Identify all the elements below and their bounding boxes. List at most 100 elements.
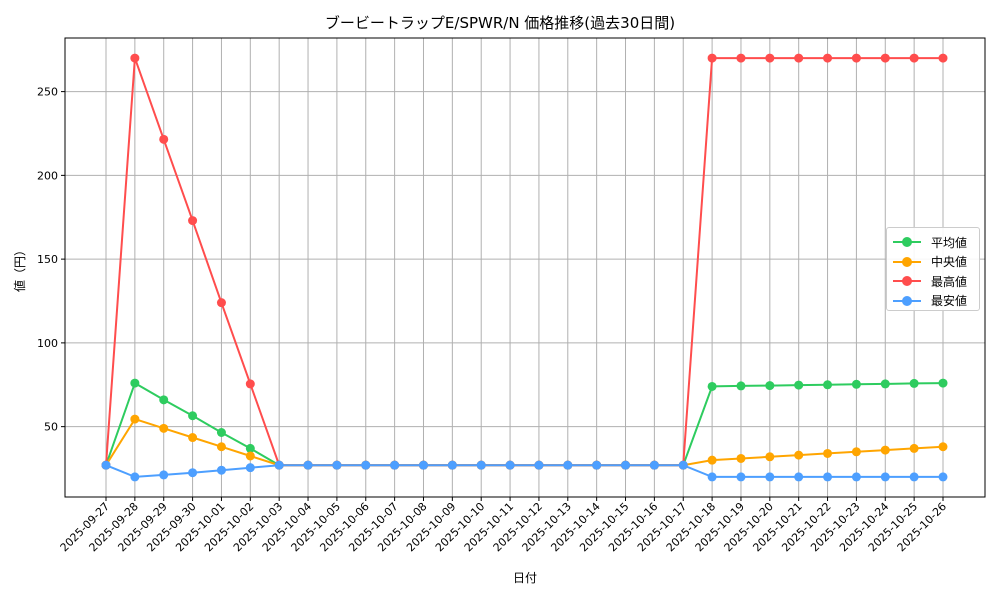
data-point-marker: [823, 380, 833, 390]
data-point-marker: [649, 460, 659, 470]
data-point-marker: [938, 472, 948, 482]
data-point-marker: [880, 472, 890, 482]
series-line: [105, 381, 944, 467]
data-point-marker: [216, 442, 226, 452]
data-point-marker: [130, 378, 140, 388]
data-point-marker: [765, 381, 775, 391]
legend-label: 最安値: [931, 294, 968, 308]
series-0: [101, 378, 948, 470]
data-point-marker: [938, 53, 948, 63]
data-point-marker: [245, 463, 255, 473]
data-point-marker: [823, 472, 833, 482]
data-point-marker: [736, 53, 746, 63]
data-point-marker: [736, 453, 746, 463]
data-point-marker: [418, 460, 428, 470]
legend-dot-icon: [902, 256, 912, 267]
data-point-marker: [938, 442, 948, 452]
data-point-marker: [188, 411, 198, 421]
data-point-marker: [130, 53, 140, 63]
data-point-marker: [823, 448, 833, 458]
data-point-marker: [823, 53, 833, 63]
data-point-marker: [216, 298, 226, 308]
x-axis-ticks: 2025-09-272025-09-282025-09-292025-09-30…: [58, 497, 949, 554]
legend-line-marker-icon: [893, 295, 921, 306]
data-point-marker: [880, 445, 890, 455]
data-point-marker: [880, 379, 890, 389]
data-point-marker: [361, 460, 371, 470]
data-point-marker: [188, 216, 198, 226]
data-point-marker: [736, 381, 746, 391]
data-point-marker: [390, 460, 400, 470]
x-axis-label: 日付: [513, 571, 537, 585]
data-point-marker: [909, 472, 919, 482]
data-point-marker: [765, 452, 775, 462]
y-axis-label: 値（円）: [12, 244, 27, 292]
data-point-marker: [130, 472, 140, 482]
data-point-marker: [736, 472, 746, 482]
legend-item: 最高値: [893, 271, 967, 291]
series-3: [101, 460, 948, 482]
series-line: [105, 417, 944, 467]
series-2: [101, 53, 948, 470]
data-point-marker: [794, 450, 804, 460]
data-point-marker: [707, 381, 717, 391]
legend-line-marker-icon: [893, 237, 921, 247]
legend: 平均値中央値最高値最安値: [886, 227, 980, 311]
legend-dot-icon: [902, 276, 912, 286]
data-point-marker: [245, 379, 255, 389]
data-series: [101, 53, 948, 482]
data-point-marker: [332, 460, 342, 470]
data-point-marker: [563, 460, 573, 470]
series-1: [101, 414, 948, 470]
grid-lines: [65, 38, 985, 497]
y-tick-label: 200: [37, 169, 58, 182]
legend-dot-icon: [902, 295, 912, 306]
data-point-marker: [159, 134, 169, 144]
data-point-marker: [188, 468, 198, 478]
data-point-marker: [621, 460, 631, 470]
legend-label: 最高値: [931, 274, 968, 289]
data-point-marker: [159, 395, 169, 405]
data-point-marker: [765, 472, 775, 482]
legend-label: 中央値: [931, 255, 968, 269]
data-point-marker: [245, 451, 255, 461]
data-point-marker: [938, 378, 948, 388]
data-point-marker: [851, 447, 861, 457]
legend-item: 最安値: [893, 291, 967, 311]
data-point-marker: [447, 460, 457, 470]
plot-area-frame: [64, 37, 986, 498]
y-tick-label: 250: [37, 86, 58, 99]
y-axis-ticks: 50 100 150 200 250: [37, 86, 65, 434]
series-line: [105, 57, 943, 467]
data-point-marker: [707, 53, 717, 63]
data-point-marker: [534, 460, 544, 470]
data-point-marker: [794, 380, 804, 390]
data-point-marker: [303, 460, 313, 470]
legend-label: 平均値: [931, 235, 968, 250]
data-point-marker: [765, 53, 775, 63]
data-point-marker: [101, 460, 111, 470]
series-line: [105, 464, 943, 478]
data-point-marker: [592, 460, 602, 470]
data-point-marker: [678, 460, 688, 470]
legend-item: 平均値: [893, 232, 967, 252]
data-point-marker: [851, 53, 861, 63]
data-point-marker: [707, 472, 717, 482]
data-point-marker: [505, 460, 515, 470]
y-tick-label: 100: [37, 337, 58, 350]
data-point-marker: [130, 414, 140, 424]
data-point-marker: [476, 460, 486, 470]
legend-dot-icon: [902, 237, 912, 247]
data-point-marker: [794, 53, 804, 63]
legend-line-marker-icon: [893, 256, 921, 267]
data-point-marker: [216, 465, 226, 475]
data-point-marker: [216, 428, 226, 438]
data-point-marker: [159, 470, 169, 480]
data-point-marker: [188, 433, 198, 443]
legend-item: 中央値: [893, 252, 967, 272]
data-point-marker: [707, 455, 717, 465]
data-point-marker: [909, 53, 919, 63]
chart-title: ブービートラップE/SPWR/N 価格推移(過去30日間): [324, 14, 676, 32]
data-point-marker: [909, 443, 919, 453]
